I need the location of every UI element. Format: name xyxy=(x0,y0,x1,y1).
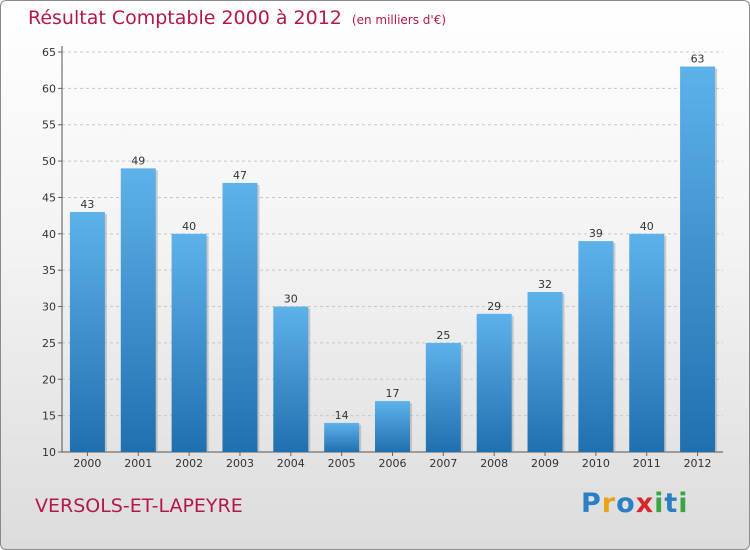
logo-letter: r xyxy=(601,488,617,519)
bar xyxy=(629,233,665,452)
bar xyxy=(120,168,156,452)
bar xyxy=(375,401,410,452)
data-label: 25 xyxy=(436,329,450,342)
bar xyxy=(527,292,563,452)
data-label: 40 xyxy=(182,220,196,233)
y-tick-label: 50 xyxy=(42,155,56,168)
x-tick-label: 2011 xyxy=(633,457,661,470)
data-label: 17 xyxy=(386,387,400,400)
x-tick-label: 2002 xyxy=(175,457,203,470)
logo-letter: P xyxy=(581,488,602,519)
x-tick-label: 2001 xyxy=(124,457,152,470)
bar xyxy=(222,182,258,452)
x-tick-label: 2009 xyxy=(531,457,559,470)
y-tick-label: 40 xyxy=(42,228,56,241)
x-tick-label: 2010 xyxy=(582,457,610,470)
x-tick-label: 2004 xyxy=(277,457,305,470)
y-tick-label: 15 xyxy=(42,410,56,423)
bar xyxy=(680,66,716,452)
bar xyxy=(476,313,512,452)
bar xyxy=(425,342,461,452)
x-tick-label: 2007 xyxy=(429,457,457,470)
y-tick-label: 65 xyxy=(42,46,56,59)
x-tick-label: 2008 xyxy=(480,457,508,470)
logo-letter: t xyxy=(664,488,679,519)
y-tick-label: 25 xyxy=(42,337,56,350)
logo-letter: x xyxy=(635,488,655,519)
bar xyxy=(171,233,207,452)
logo-letter: i xyxy=(678,488,689,519)
y-tick-label: 45 xyxy=(42,191,56,204)
y-tick-label: 55 xyxy=(42,119,56,132)
logo-letter: o xyxy=(616,488,636,519)
x-tick-label: 2006 xyxy=(379,457,407,470)
y-tick-label: 30 xyxy=(42,301,56,314)
bar xyxy=(324,422,360,452)
y-tick-label: 60 xyxy=(42,82,56,95)
data-label: 40 xyxy=(640,220,654,233)
x-tick-label: 2000 xyxy=(73,457,101,470)
bar xyxy=(69,212,105,452)
logo-letter: i xyxy=(654,488,665,519)
bar xyxy=(578,241,614,452)
chart-title-block: Résultat Comptable 2000 à 2012 (en millie… xyxy=(28,7,446,29)
data-label: 49 xyxy=(131,154,145,167)
y-tick-label: 35 xyxy=(42,264,56,277)
data-label: 63 xyxy=(691,53,705,66)
chart-title: Résultat Comptable 2000 à 2012 xyxy=(28,7,342,29)
proxiti-logo[interactable]: Proxiti xyxy=(581,488,689,519)
commune-name: VERSOLS-ET-LAPEYRE xyxy=(35,495,243,517)
data-label: 39 xyxy=(589,227,603,240)
y-tick-label: 10 xyxy=(42,446,56,459)
data-label: 14 xyxy=(335,409,349,422)
data-label: 43 xyxy=(80,198,94,211)
bar xyxy=(273,306,309,452)
y-tick-label: 20 xyxy=(42,373,56,386)
data-label: 32 xyxy=(538,278,552,291)
data-label: 29 xyxy=(487,300,501,313)
x-tick-label: 2012 xyxy=(684,457,712,470)
x-tick-label: 2003 xyxy=(226,457,254,470)
x-tick-label: 2005 xyxy=(328,457,356,470)
chart-subtitle: (en milliers d'€) xyxy=(351,13,447,27)
data-label: 47 xyxy=(233,169,247,182)
data-label: 30 xyxy=(284,293,298,306)
